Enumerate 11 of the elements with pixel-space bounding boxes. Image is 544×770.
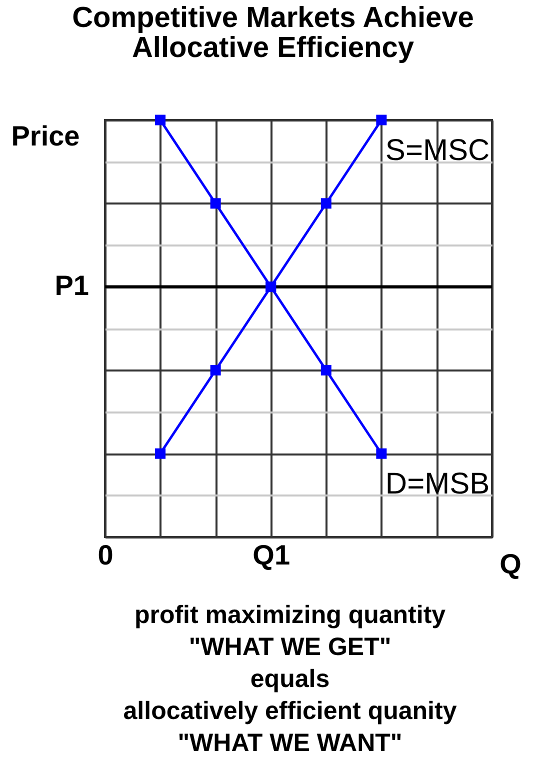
x-tick-label: Q1	[252, 540, 290, 570]
ref-line-label: P1	[54, 270, 89, 301]
y-axis-title: Price	[11, 120, 80, 152]
chart-title: Competitive Markets Achieve Allocative Efficiency	[72, 2, 474, 64]
x-tick-label: 0	[98, 540, 114, 570]
text: "WHAT WE WANT"	[178, 729, 402, 757]
text: "WHAT WE GET"	[188, 633, 392, 661]
text: allocatively efficient quanity	[123, 697, 457, 725]
text: profit maximizing quantity	[134, 601, 446, 629]
x-axis-title: Q	[500, 548, 522, 580]
text: equals	[250, 665, 330, 693]
